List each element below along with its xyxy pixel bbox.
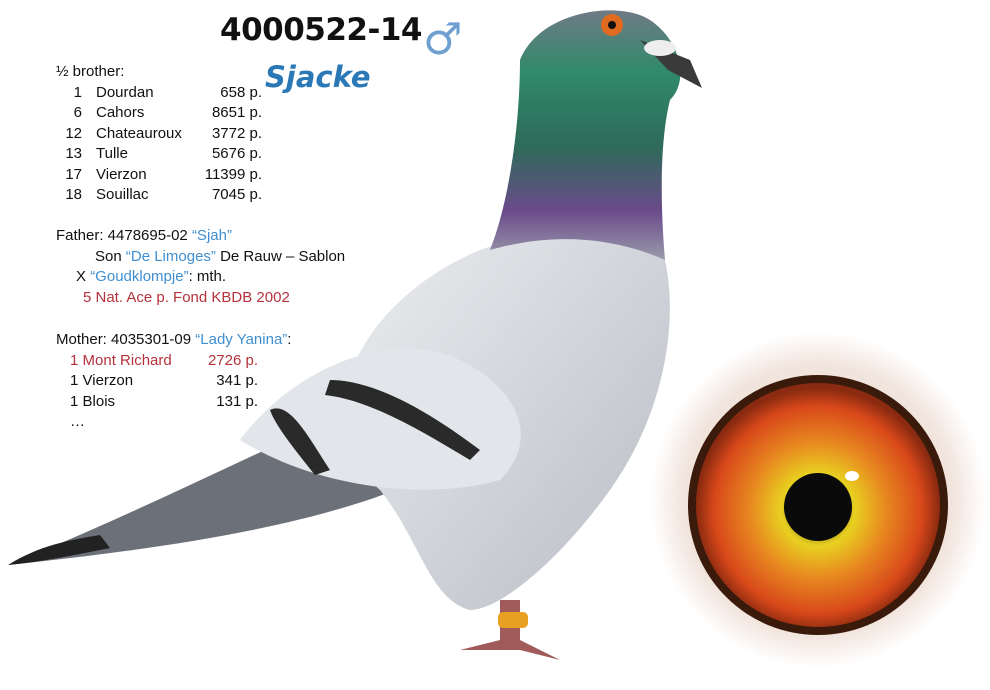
result-race: 1 Vierzon [70,372,134,389]
father-achievement: 5 Nat. Ace p. Fond KBDB 2002 [83,288,290,306]
cross-suffix: : mth. [188,268,227,285]
result-points: 8651 p. [211,104,262,121]
result-row: 18 Souillac 7045 p. [56,185,262,206]
result-points: 3772 p. [211,124,262,142]
result-race: Chateauroux [96,124,182,142]
result-row: 17 Vierzon 11399 p. [56,165,262,186]
son-prefix: Son [95,247,122,265]
result-race: Tulle [96,145,128,162]
result-points: 131 p. [216,392,258,410]
pigeon-image [8,10,702,660]
result-rank: 18 [65,186,82,203]
mother-result-row: 1 Mont Richard 2726 p. [56,351,258,372]
result-race: Souillac [96,186,149,203]
result-rank: 13 [65,145,82,162]
result-rank: 6 [73,104,82,121]
result-points: 2726 p. [207,351,258,369]
half-brother-section: ½ brother: 1 Dourdan 658 p. 6 Cahors 8651 p. 1… [56,62,262,206]
son-of-name: “De Limoges” [125,247,216,265]
mother-section: Mother: 4035301-09 “Lady Yanina”: 1 Mont… [56,330,376,433]
mother-suffix: : [287,331,292,348]
mother-result-row: 1 Vierzon 341 p. [56,371,258,392]
result-row: 6 Cahors 8651 p. [56,103,262,124]
result-points: 341 p. [216,372,258,389]
mother-name: “Lady Yanina” [195,331,288,348]
result-row: 12 Chateauroux 3772 p. [56,124,262,145]
cross-name: “Goudklompje” [90,268,189,285]
father-label: Father: 4478695-02 [56,227,188,244]
result-rank: 12 [65,124,82,142]
result-rank: 17 [65,165,82,183]
ring-number: 4000522-14 [220,12,423,48]
result-race: Dourdan [96,83,154,101]
eye-closeup-image [650,332,986,668]
son-suffix: De Rauw – Sablon [220,247,346,265]
mother-label: Mother: 4035301-09 [56,331,192,348]
half-brother-label: ½ brother: [56,63,125,80]
result-points: 7045 p. [211,186,262,203]
result-row: 13 Tulle 5676 p. [56,144,262,165]
result-rank: 1 [73,83,82,101]
result-race: Vierzon [96,165,147,183]
father-section: Father: 4478695-02 “Sjah” Son “De Limoge… [56,226,376,308]
male-symbol-icon: ♂ [423,14,463,65]
result-race: 1 Mont Richard [70,351,172,369]
mother-result-row: 1 Blois 131 p. [56,392,258,413]
result-race: 1 Blois [70,392,116,410]
pigeon-name: Sjacke [265,60,371,94]
result-points: 11399 p. [204,165,262,183]
father-name: “Sjah” [191,227,232,244]
result-points: 658 p. [220,83,262,101]
result-row: 1 Dourdan 658 p. [56,83,262,104]
more-results: … [70,413,85,430]
cross-prefix: X [76,268,87,285]
result-race: Cahors [96,104,145,121]
result-points: 5676 p. [211,145,262,162]
